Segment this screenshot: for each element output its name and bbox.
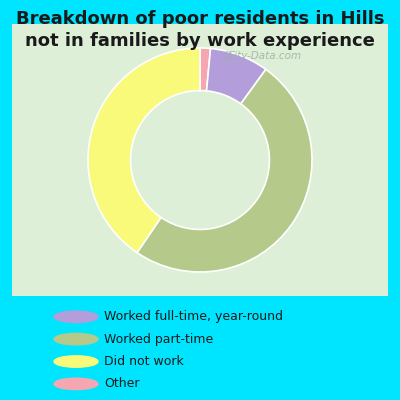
Wedge shape: [137, 69, 312, 272]
Circle shape: [54, 311, 98, 322]
Wedge shape: [200, 48, 210, 91]
Text: City-Data.com: City-Data.com: [227, 51, 302, 61]
Circle shape: [54, 378, 98, 390]
Wedge shape: [88, 48, 200, 253]
Text: Worked full-time, year-round: Worked full-time, year-round: [104, 310, 283, 323]
Circle shape: [133, 93, 267, 227]
Text: Did not work: Did not work: [104, 355, 184, 368]
Text: Worked part-time: Worked part-time: [104, 333, 213, 346]
Circle shape: [54, 334, 98, 345]
Circle shape: [54, 356, 98, 367]
Wedge shape: [206, 48, 266, 104]
Text: Breakdown of poor residents in Hills
not in families by work experience: Breakdown of poor residents in Hills not…: [16, 10, 384, 50]
Text: ⓘ: ⓘ: [225, 51, 231, 61]
Text: Other: Other: [104, 377, 140, 390]
